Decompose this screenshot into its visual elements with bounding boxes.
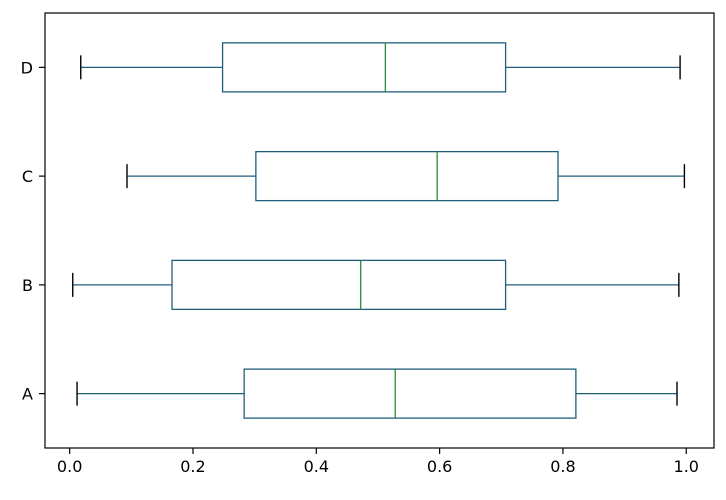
box-group-a [76,368,678,419]
box-group-d [80,42,681,93]
y-axis: A B C D [21,58,45,404]
x-tick-label: 0.8 [550,457,575,476]
box-group-b [72,259,680,311]
y-tick-label: A [22,385,33,404]
axes-frame [44,12,715,449]
x-axis: 0.0 0.2 0.4 0.6 0.8 1.0 [57,448,699,476]
y-tick-label: C [22,167,33,186]
box-c [255,150,559,202]
x-tick-label: 0.4 [304,457,329,476]
box-a [243,368,577,419]
y-tick-label: B [22,276,33,295]
box-d [221,42,507,93]
x-tick-label: 0.6 [427,457,452,476]
box-b [171,259,507,311]
plot-area [72,42,686,419]
y-tick-label: D [21,58,33,77]
x-tick-label: 1.0 [674,457,699,476]
x-tick-label: 0.0 [57,457,82,476]
box-group-c [126,150,686,202]
x-tick-label: 0.2 [180,457,205,476]
